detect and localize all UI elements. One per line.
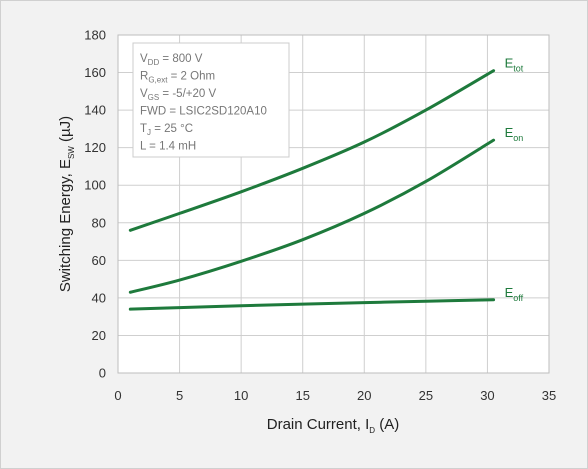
series-label-on: Eon — [505, 125, 524, 143]
condition-line: L = 1.4 mH — [140, 141, 196, 153]
y-tick-label: 100 — [84, 178, 106, 193]
y-tick-label: 60 — [92, 253, 106, 268]
series-line-off — [128, 298, 496, 311]
series-line-tot — [128, 69, 496, 232]
series-line-on — [128, 138, 496, 294]
x-tick-label: 10 — [234, 388, 248, 403]
y-tick-label: 20 — [92, 328, 106, 343]
condition-line: TJ = 25 °C — [140, 123, 193, 137]
series-label-off: Eoff — [505, 285, 524, 303]
conditions-box: VDD = 800 V RG,ext = 2 Ohm VGS = -5/+20 V F… — [132, 42, 290, 158]
x-tick-label: 25 — [419, 388, 433, 403]
x-tick-label: 5 — [176, 388, 183, 403]
y-tick-label: 180 — [84, 28, 106, 43]
condition-line: VDD = 800 V — [140, 53, 203, 67]
x-tick-label: 0 — [114, 388, 121, 403]
y-tick-label: 140 — [84, 103, 106, 118]
x-tick-label: 30 — [480, 388, 494, 403]
plot-border — [117, 34, 550, 374]
y-tick-label: 120 — [84, 140, 106, 155]
condition-line: FWD = LSIC2SD120A10 — [140, 106, 267, 118]
y-tick-label: 160 — [84, 65, 106, 80]
series-labels: Etot Eon Eoff — [505, 56, 524, 303]
y-tick-label: 40 — [92, 290, 106, 305]
condition-line: RG,ext = 2 Ohm — [140, 71, 215, 85]
y-axis-label: Switching Energy, ESW (µJ) — [57, 116, 76, 292]
series-label-tot: Etot — [505, 56, 524, 74]
series-group — [128, 69, 496, 311]
conditions-box-border — [132, 42, 290, 158]
x-tick-label: 35 — [542, 388, 556, 403]
x-tick-label: 15 — [295, 388, 309, 403]
x-tick-label: 20 — [357, 388, 371, 403]
y-tick-label: 0 — [99, 366, 106, 381]
x-axis-label: Drain Current, ID (A) — [267, 416, 400, 435]
condition-line: VGS = -5/+20 V — [140, 88, 216, 102]
axes: 0 20 40 60 80 100 120 140 160 180 0 5 10 15 20 25 30 35 — [84, 28, 556, 404]
y-tick-label: 80 — [92, 215, 106, 230]
